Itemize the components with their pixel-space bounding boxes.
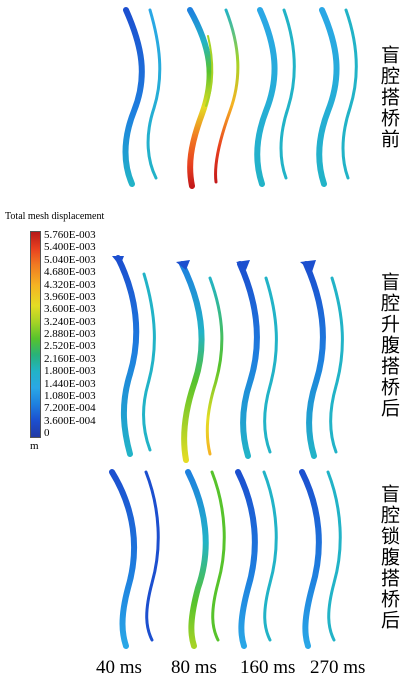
graft-80ms [176, 260, 190, 270]
wall-160ms-outer [254, 7, 278, 187]
legend-tick: 2.520E-003 [44, 340, 96, 353]
time-label-160ms: 160 ms [240, 657, 296, 678]
legend-tick: 2.880E-003 [44, 328, 96, 340]
wall-40ms-inner [146, 8, 162, 180]
wall-40ms-inner [144, 470, 160, 642]
wall-160ms-inner [263, 276, 278, 454]
legend-color-bar [30, 231, 41, 438]
row-label-ascending-bypass: 盲腔升腹搭桥后 [378, 272, 400, 419]
time-label-40ms: 40 ms [96, 657, 142, 678]
graft-270ms [300, 260, 316, 272]
panel-ascending-bypass [90, 254, 370, 464]
legend-tick: 1.800E-003 [44, 365, 96, 378]
wall-270ms-outer [316, 7, 340, 187]
wall-80ms-mid [205, 35, 214, 107]
legend-tick: 1.440E-003 [44, 377, 96, 390]
legend-tick: 4.680E-003 [44, 266, 96, 279]
legend-unit: m [30, 440, 39, 452]
wall-160ms-inner [262, 470, 278, 642]
legend-tick: 1.080E-003 [44, 389, 96, 402]
wall-80ms-inner [214, 8, 240, 184]
legend-tick: 5.040E-003 [44, 253, 96, 266]
wall-80ms-outer [179, 261, 205, 463]
wall-80ms-inner [205, 276, 224, 456]
wall-270ms-inner [329, 276, 344, 454]
row-label-before-bypass: 盲腔搭桥前 [378, 45, 400, 150]
wall-270ms-outer [303, 261, 326, 459]
wall-40ms-outer [122, 7, 145, 187]
vessel-wall-deformation-row-2 [112, 255, 344, 463]
legend-tick: 5.400E-003 [44, 241, 96, 254]
wall-40ms-outer [109, 469, 138, 649]
vessel-wall-deformation-row-1 [122, 7, 358, 189]
wall-80ms-inner [210, 470, 226, 642]
wall-160ms-outer [235, 469, 258, 649]
wall-80ms-outer [185, 469, 209, 649]
graft-160ms [236, 260, 250, 270]
legend-tick-labels: 5.760E-003 5.400E-003 5.040E-003 4.680E-… [44, 229, 134, 439]
time-label-80ms: 80 ms [171, 657, 217, 678]
wall-270ms-outer [299, 469, 322, 649]
row-label-locked-bypass: 盲腔锁腹搭桥后 [378, 484, 400, 631]
wall-40ms-outer [115, 255, 140, 457]
panel-locked-bypass [90, 468, 370, 650]
wall-80ms-outer [187, 7, 213, 189]
wall-160ms-outer [237, 261, 260, 459]
legend-tick: 3.600E-003 [44, 303, 96, 316]
legend-tick: 5.760E-003 [44, 229, 96, 241]
wall-270ms-inner [341, 8, 358, 180]
legend-tick: 0 [44, 427, 50, 439]
legend-tick: 2.160E-003 [44, 352, 96, 365]
wall-160ms-inner [279, 8, 296, 180]
legend-tick: 3.960E-003 [44, 290, 96, 303]
wall-40ms-inner [142, 272, 156, 452]
legend-title: Total mesh displacement [5, 211, 105, 222]
legend-tick: 3.600E-004 [44, 414, 96, 427]
wall-270ms-inner [326, 470, 342, 642]
vessel-wall-deformation-row-3 [109, 469, 342, 649]
panel-before-bypass [90, 6, 370, 190]
graft-40ms [112, 256, 124, 266]
legend-tick: 4.320E-003 [44, 278, 96, 291]
time-label-270ms: 270 ms [310, 657, 366, 678]
legend-tick: 7.200E-004 [44, 402, 96, 415]
legend-tick: 3.240E-003 [44, 315, 96, 328]
